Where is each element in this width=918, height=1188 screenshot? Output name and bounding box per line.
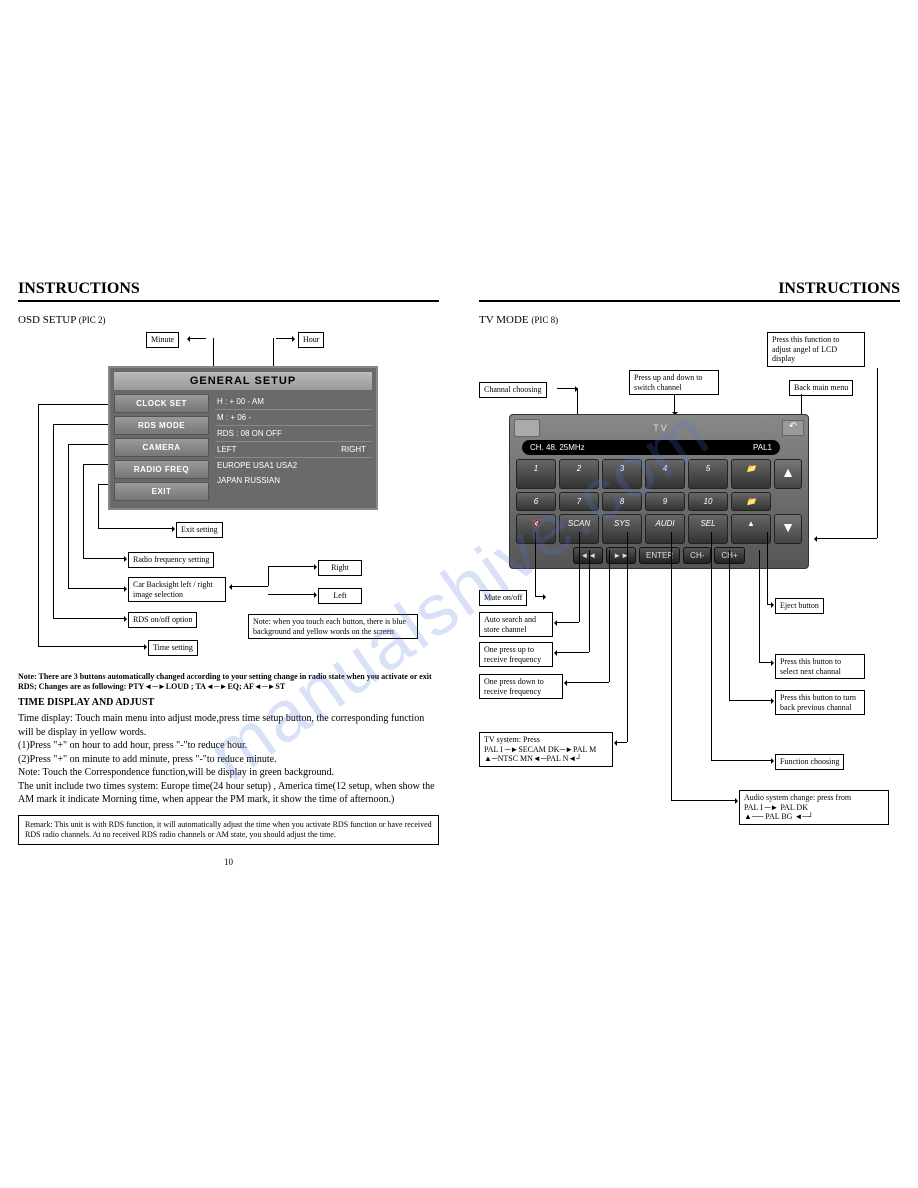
label-minute: Minute [146,332,179,348]
label-hour: Hour [298,332,324,348]
key-4[interactable]: 4 [645,459,685,489]
key-mute[interactable]: 🔇 [516,514,556,544]
osd-menu: CLOCK SET RDS MODE CAMERA RADIO FREQ EXI… [114,394,209,504]
btn-rds-mode[interactable]: RDS MODE [114,416,209,435]
tv-keypad: 1 2 3 4 5 📁 ▲ 6 7 8 9 10 📁 🔇 SCAN SY [514,459,804,544]
label-func: Function choosing [775,754,844,770]
time-title: TIME DISPLAY AND ADJUST [18,697,439,708]
label-press-down: One press down to receive frequency [479,674,563,699]
osd-panel: GENERAL SETUP CLOCK SET RDS MODE CAMERA … [108,366,378,510]
label-tv-system: TV system: Press PAL I ─►SECAM DK─►PAL M… [479,732,613,767]
time-line-3: Note: Touch the Correspondence function,… [18,766,439,780]
label-mute: Mute on/off [479,590,527,606]
row-lr: LEFTRIGHT [215,442,372,458]
key-down[interactable]: ▼ [774,514,802,544]
rds-footnote: Note: There are 3 buttons automatically … [18,672,439,691]
key-folder1[interactable]: 📁 [731,459,771,489]
label-back-menu: Back main menu [789,380,853,396]
label-note: Note: when you touch each button, there … [248,614,418,639]
tv-bottom-row: ◄◄ ►► ENTER CH- CH+ [514,547,804,564]
key-8[interactable]: 8 [602,492,642,511]
btn-exit[interactable]: EXIT [114,482,209,501]
key-6[interactable]: 6 [516,492,556,511]
label-right: Right [318,560,362,576]
tv-screen: TV ↶ CH. 48. 25MHz PAL1 1 2 3 4 5 📁 ▲ 6 [509,414,809,569]
tv-subheading: TV MODE (PIC 8) [479,314,900,326]
label-auto-search: Auto search and store channel [479,612,553,637]
label-angle: Press this function to adjust angel of L… [767,332,865,367]
label-press-up: One press up to receive frequency [479,642,553,667]
heading-right: INSTRUCTIONS [479,280,900,302]
time-line-1: (1)Press "+" on hour to add hour, press … [18,739,439,753]
page-number: 10 [18,857,439,867]
label-rds-opt: RDS on/off option [128,612,197,628]
tv-pic-label: (PIC 8) [531,315,558,325]
time-body: Time display: Touch main menu into adjus… [18,712,439,807]
key-up[interactable]: ▲ [774,459,802,489]
key-7[interactable]: 7 [559,492,599,511]
key-3[interactable]: 3 [602,459,642,489]
osd-subheading: OSD SETUP (PIC 2) [18,314,439,326]
label-next-ch: Press this button to select next channal [775,654,865,679]
remark-box: Remark: This unit is with RDS function, … [18,815,439,845]
key-enter[interactable]: ENTER [639,547,680,564]
right-column: INSTRUCTIONS TV MODE (PIC 8) Channal cho… [479,280,900,867]
btn-clock-set[interactable]: CLOCK SET [114,394,209,413]
row-minute: M : + 06 - [215,410,372,426]
key-eject[interactable]: ▲ [731,514,771,544]
time-line-4: The unit include two times system: Europ… [18,780,439,807]
tv-channel-info: CH. 48. 25MHz [530,443,585,452]
key-sys[interactable]: SYS [602,514,642,544]
label-channel-choosing: Channal choosing [479,382,547,398]
row-region1: EUROPE USA1 USA2 [215,458,372,473]
label-left: Left [318,588,362,604]
row-hour: H : + 00 - AM [215,394,372,410]
label-press-updown: Press up and down to switch channel [629,370,719,395]
osd-setup-label: OSD SETUP [18,314,76,326]
row-rds: RDS : 08 ON OFF [215,426,372,442]
tv-back-button[interactable]: ↶ [782,420,804,436]
key-5[interactable]: 5 [688,459,728,489]
key-2[interactable]: 2 [559,459,599,489]
label-audio-sys: Audio system change: press from PAL I ─►… [739,790,889,825]
tv-diagram: Channal choosing Press up and down to sw… [479,332,900,842]
left-column: INSTRUCTIONS OSD SETUP (PIC 2) Minute Ho… [18,280,439,867]
label-eject: Eject button [775,598,824,614]
osd-diagram: Minute Hour GENERAL SETUP CLOCK SET RDS … [18,332,439,672]
label-radio-freq: Radio frequency setting [128,552,214,568]
key-10[interactable]: 10 [688,492,728,511]
osd-title: GENERAL SETUP [114,372,372,390]
tv-display: CH. 48. 25MHz PAL1 [522,440,780,455]
key-sel[interactable]: SEL [688,514,728,544]
key-ff[interactable]: ►► [606,547,636,564]
tv-pal-info: PAL1 [753,443,772,452]
key-ch-minus[interactable]: CH- [683,547,711,564]
row-region2: JAPAN RUSSIAN [215,473,372,488]
key-1[interactable]: 1 [516,459,556,489]
tv-home-icon[interactable] [514,419,540,437]
time-line-2: (2)Press "+" on minute to add minute, pr… [18,753,439,767]
label-camera: Car Backsight left / right image selecti… [128,577,226,602]
osd-pic-label: (PIC 2) [79,315,106,325]
key-folder2[interactable]: 📁 [731,492,771,511]
time-line-0: Time display: Touch main menu into adjus… [18,712,439,739]
tv-title: TV [544,423,778,433]
key-audi[interactable]: AUDI [645,514,685,544]
label-time: Time setting [148,640,198,656]
label-exit: Exit setting [176,522,223,538]
label-prev-ch: Press this button to turn back previous … [775,690,865,715]
tv-mode-label: TV MODE [479,314,529,326]
osd-settings: H : + 00 - AM M : + 06 - RDS : 08 ON OFF… [209,394,372,504]
btn-camera[interactable]: CAMERA [114,438,209,457]
btn-radio-freq[interactable]: RADIO FREQ [114,460,209,479]
key-9[interactable]: 9 [645,492,685,511]
heading-left: INSTRUCTIONS [18,280,439,302]
